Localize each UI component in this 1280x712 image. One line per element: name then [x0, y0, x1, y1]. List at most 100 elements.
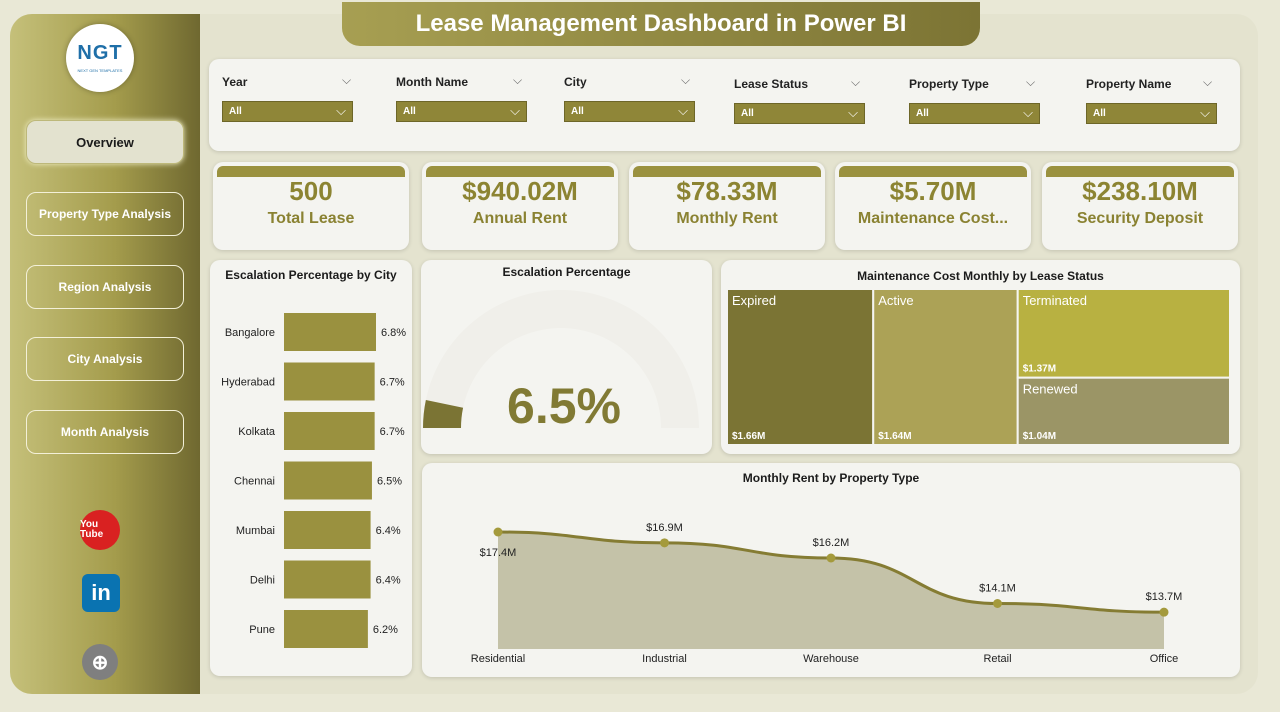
property-name-select[interactable]: All ⌵ [1086, 103, 1217, 124]
chart-title: Maintenance Cost Monthly by Lease Status [857, 269, 1104, 283]
kpi-header-bar [1046, 166, 1234, 177]
month-name-select[interactable]: All ⌵ [396, 101, 527, 122]
kpi-security-deposit: $238.10M Security Deposit [1042, 162, 1238, 250]
bar [284, 560, 371, 599]
gauge-fill [423, 400, 464, 428]
filter-label: Property Type [909, 77, 989, 91]
kpi-label: Total Lease [267, 210, 355, 227]
logo: NGT NEXT GEN TEMPLATES [66, 24, 134, 92]
nav-city-analysis-button[interactable]: City Analysis [26, 337, 184, 381]
filter-label: Lease Status [734, 77, 809, 91]
bar-value-label: 6.7% [380, 377, 405, 389]
logo-subtitle: NEXT GEN TEMPLATES [77, 68, 123, 73]
area-category-label: Warehouse [803, 653, 859, 665]
monthly-rent-card: Monthly Rent by Property Type $17.4M Resi… [422, 463, 1240, 677]
logo-text: NGT [77, 42, 123, 64]
chart-title: Escalation Percentage by City [225, 268, 397, 282]
nav-overview-button[interactable]: Overview [26, 120, 184, 164]
chevron-down-icon: ⌵ [1023, 105, 1033, 120]
area-value-label: $13.7M [1146, 591, 1183, 603]
bar-value-label: 6.7% [380, 426, 405, 438]
filter-city: City ⌵ All ⌵ [564, 73, 695, 122]
kpi-label: Maintenance Cost... [857, 210, 1009, 227]
filter-label: Month Name [396, 75, 468, 89]
escalation-gauge-card: Escalation Percentage 6.5% [421, 260, 712, 454]
kpi-total-lease: 500 Total Lease [213, 162, 409, 250]
chevron-down-icon[interactable]: ⌵ [1203, 75, 1213, 89]
bar [284, 362, 375, 401]
kpi-annual-rent: $940.02M Annual Rent [422, 162, 618, 250]
kpi-value: $940.02M [462, 176, 578, 206]
nav-property-type-analysis-button[interactable]: Property Type Analysis [26, 192, 184, 236]
kpi-value: $5.70M [889, 176, 977, 206]
kpi-label: Security Deposit [1076, 210, 1204, 227]
maintenance-treemap-card: Maintenance Cost Monthly by Lease Status… [721, 260, 1240, 454]
website-icon[interactable]: ⊕ [82, 644, 118, 680]
bar-value-label: 6.4% [376, 575, 401, 587]
chevron-down-icon[interactable]: ⌵ [342, 73, 352, 87]
chevron-down-icon[interactable]: ⌵ [851, 75, 861, 89]
bar-value-label: 6.5% [377, 476, 402, 488]
bar-category-label: Kolkata [238, 426, 276, 438]
chevron-down-icon[interactable]: ⌵ [681, 73, 691, 87]
kpi-maintenance-cost: $5.70M Maintenance Cost... [835, 162, 1031, 250]
treemap-category-label: Renewed [1023, 382, 1078, 397]
chevron-down-icon[interactable]: ⌵ [513, 73, 523, 87]
chevron-down-icon: ⌵ [510, 103, 520, 118]
treemap-tile [872, 288, 1019, 446]
monthly-rent-area-chart: $17.4M Residential $16.9M Industrial $16.2M W… [471, 522, 1183, 665]
gauge-value: 6.5% [507, 378, 621, 434]
chart-title: Monthly Rent by Property Type [742, 471, 920, 485]
property-type-select[interactable]: All ⌵ [909, 103, 1040, 124]
bar-category-label: Mumbai [236, 525, 275, 537]
kpi-value: $78.33M [676, 176, 778, 206]
kpi-label: Annual Rent [472, 210, 568, 227]
kpi-header-bar [839, 166, 1027, 177]
chevron-down-icon: ⌵ [848, 105, 858, 120]
bar [284, 412, 375, 450]
filter-month-name: Month Name ⌵ All ⌵ [396, 73, 527, 122]
kpi-header-bar [426, 166, 614, 177]
bar-value-label: 6.4% [376, 525, 401, 537]
treemap-value-label: $1.64M [878, 431, 911, 442]
year-select[interactable]: All ⌵ [222, 101, 353, 122]
area-point [493, 527, 503, 537]
filter-label: City [564, 75, 587, 89]
area-fill [498, 532, 1164, 649]
area-point [826, 553, 836, 563]
treemap-tile [1016, 288, 1231, 379]
escalation-by-city-card: Escalation Percentage by City Bangalore 6… [210, 260, 412, 676]
area-category-label: Retail [983, 653, 1011, 665]
gauge-track [423, 290, 699, 428]
area-category-label: Office [1150, 653, 1179, 665]
lease-status-select[interactable]: All ⌵ [734, 103, 865, 124]
city-select[interactable]: All ⌵ [564, 101, 695, 122]
bar [284, 461, 372, 500]
filter-lease-status: Lease Status ⌵ All ⌵ [734, 75, 865, 124]
filter-label: Property Name [1086, 77, 1172, 91]
bar-category-label: Bangalore [225, 327, 275, 339]
kpi-label: Monthly Rent [676, 210, 778, 227]
nav-region-analysis-button[interactable]: Region Analysis [26, 265, 184, 309]
area-point [1159, 607, 1169, 617]
treemap-value-label: $1.66M [732, 431, 765, 442]
escalation-bar-chart: Bangalore 6.8% Hyderabad 6.7% Kolkata 6.7% Che… [221, 313, 406, 648]
area-category-label: Industrial [642, 653, 687, 665]
kpi-monthly-rent: $78.33M Monthly Rent [629, 162, 825, 250]
page-title: Lease Management Dashboard in Power BI [342, 2, 980, 46]
nav-month-analysis-button[interactable]: Month Analysis [26, 410, 184, 454]
kpi-value: 500 [289, 176, 333, 206]
bar [284, 313, 376, 351]
filter-property-name: Property Name ⌵ All ⌵ [1086, 75, 1217, 124]
escalation-gauge: 6.5% [423, 290, 699, 434]
bar [284, 511, 371, 549]
bar-category-label: Pune [249, 624, 275, 636]
linkedin-icon[interactable]: in [82, 574, 120, 612]
area-value-label: $17.4M [480, 547, 517, 559]
chevron-down-icon[interactable]: ⌵ [1026, 75, 1036, 89]
kpi-value: $238.10M [1082, 176, 1198, 206]
area-value-label: $16.2M [813, 537, 850, 549]
filter-year: Year ⌵ All ⌵ [222, 73, 353, 122]
youtube-icon[interactable]: You Tube [80, 510, 120, 550]
bar-category-label: Chennai [234, 476, 275, 488]
